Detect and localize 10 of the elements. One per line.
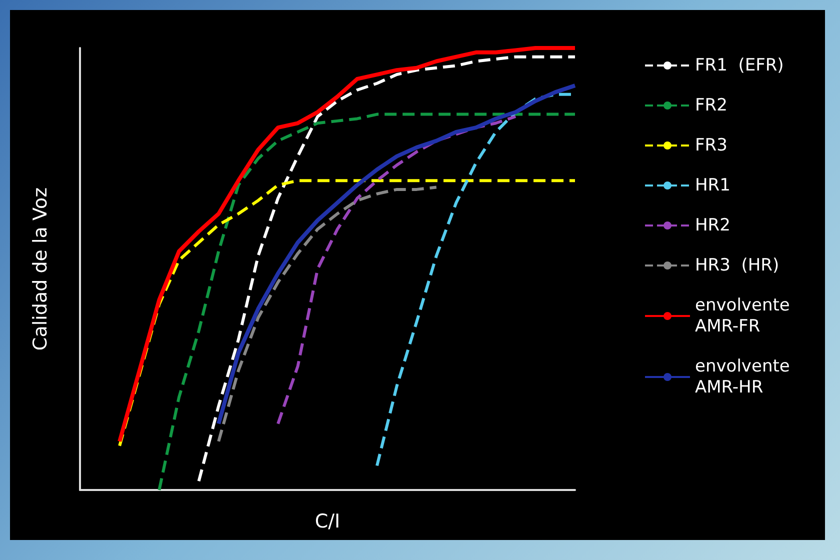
x-axis-title: C/I: [314, 510, 340, 532]
legend-label: envolvente AMR-FR: [695, 296, 796, 336]
legend-label: FR3: [695, 136, 728, 156]
y-axis-title: Calidad de la Voz: [30, 187, 52, 351]
legend-label: FR2: [695, 96, 728, 116]
legend-label: FR1 (EFR): [695, 56, 784, 76]
legend-label: HR2: [695, 216, 730, 236]
legend-label: HR3 (HR): [695, 256, 780, 276]
legend-label: HR1: [695, 176, 730, 196]
legend-label: envolvente AMR-HR: [695, 356, 796, 398]
